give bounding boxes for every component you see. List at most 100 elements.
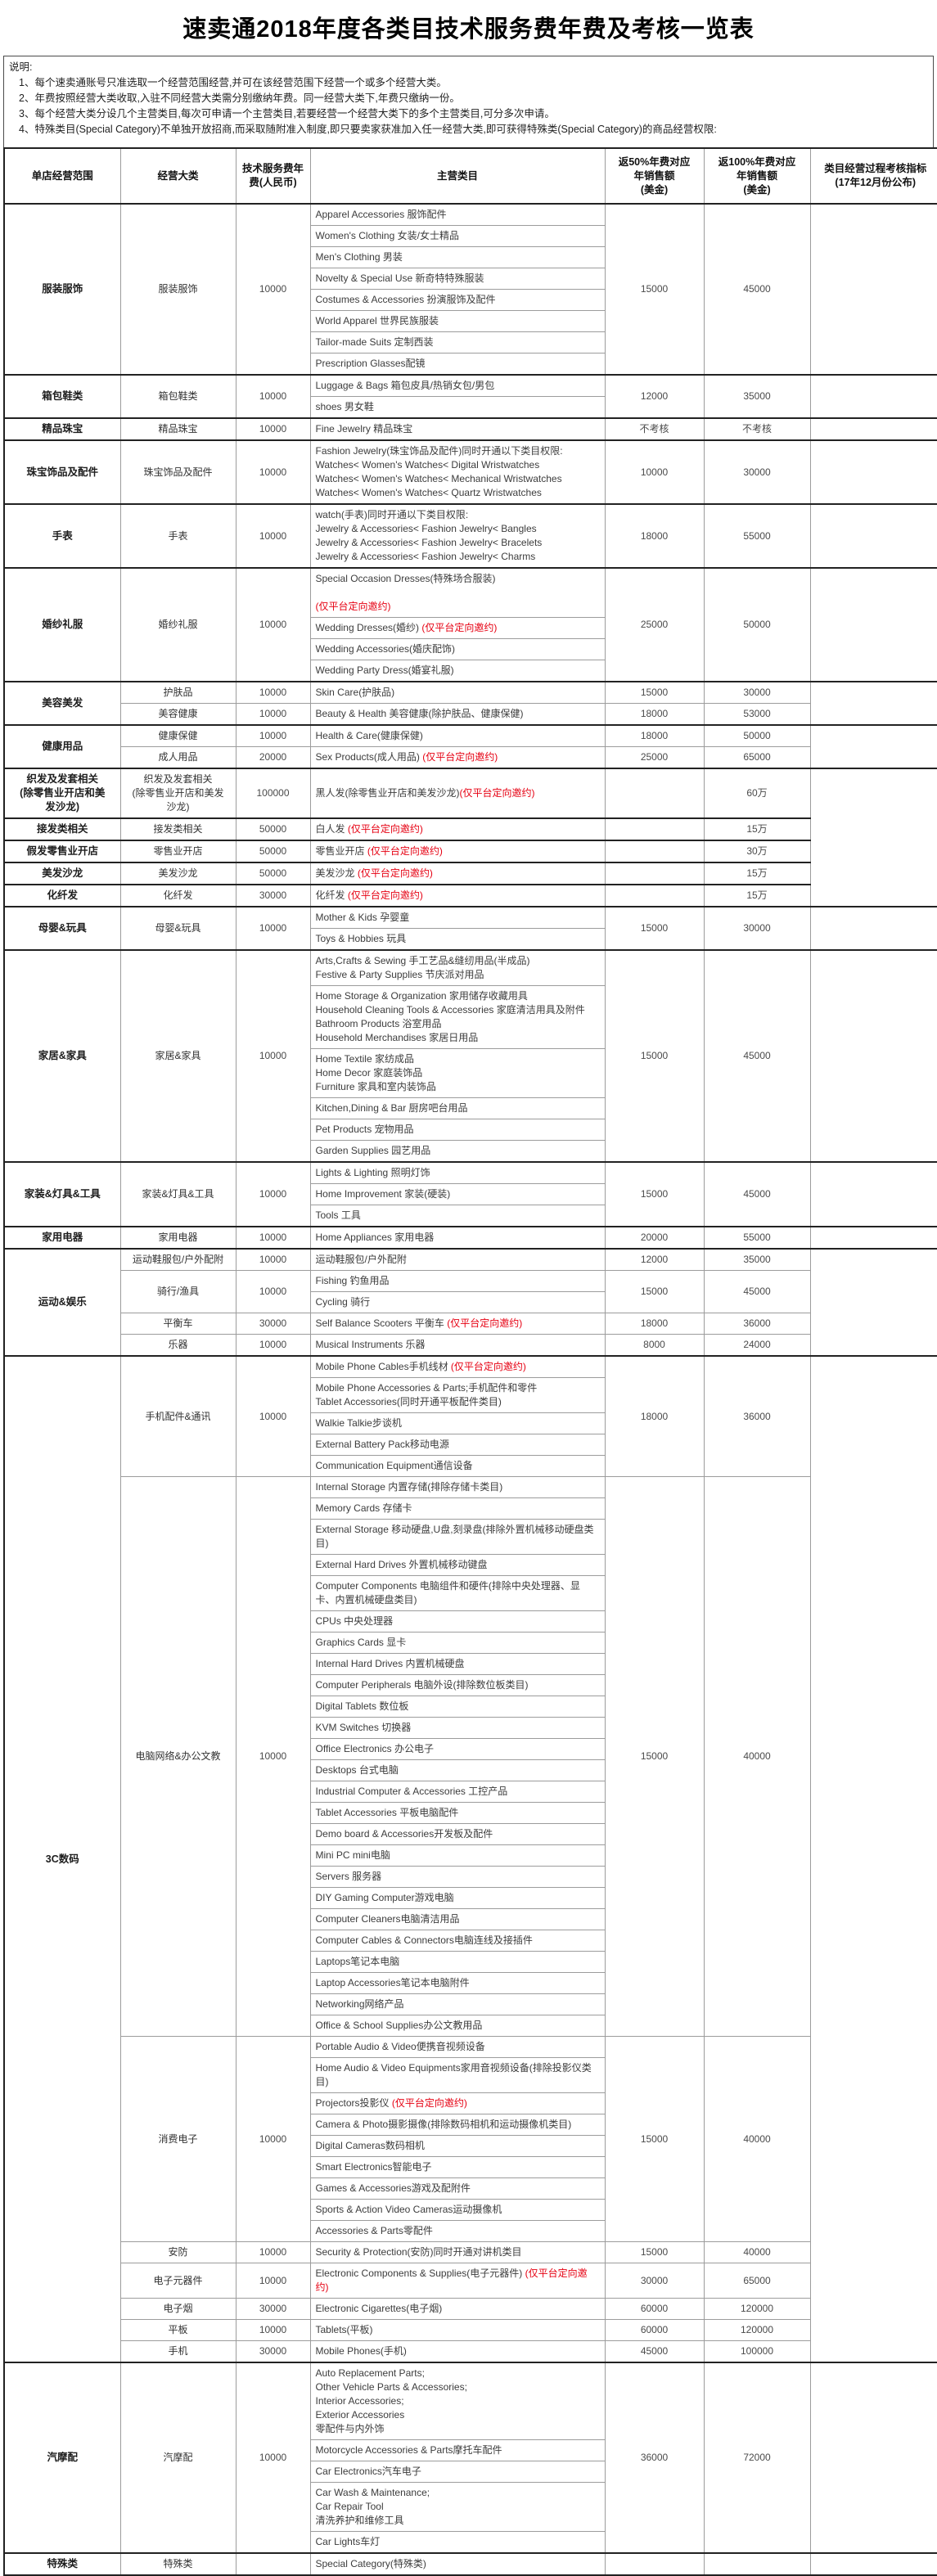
table-row: 乐器 10000 Musical Instruments 乐器 8000 24000 [4, 1334, 937, 1357]
fee-cell: 10000 [235, 681, 311, 704]
category-cell: Security & Protection(安防)同时开通对讲机类目 [309, 2241, 606, 2263]
category-text: Office Electronics 办公电子 [315, 1743, 434, 1754]
invite-only-note: (仅平台定向邀约) [447, 1317, 523, 1329]
category-text: External Battery Pack移动电源 [315, 1439, 449, 1450]
major-category-cell: 健康保健 [119, 724, 237, 747]
sale50-cell: 36000 [604, 2362, 705, 2554]
sale100-cell: 30000 [703, 681, 811, 704]
category-text: Car Wash & Maintenance; [315, 2487, 430, 2498]
category-cell: Communication Equipment通信设备 [309, 1455, 606, 1477]
category-cell: Digital Tablets 数位板 [309, 1696, 606, 1718]
category-text: Exterior Accessories [315, 2409, 405, 2421]
table-row: 健康用品 健康保健 10000 Health & Care(健康保健) 18000 500… [3, 724, 937, 769]
sale50-cell: 15000 [604, 2036, 705, 2242]
category-text: Tools 工具 [315, 1209, 361, 1221]
table-row: 特殊类 特殊类 Special Category(特殊类) [3, 2552, 937, 2576]
sale100-cell: 55000 [703, 1226, 811, 1250]
assessment-cell [809, 768, 937, 907]
fee-cell: 50000 [235, 840, 311, 863]
fee-cell: 10000 [235, 906, 311, 951]
range-cell: 3C数码 [3, 1355, 121, 2363]
category-text: Home Storage & Organization 家用储存收藏用具 [315, 990, 528, 1002]
category-cell: Home Appliances 家用电器 [309, 1226, 606, 1250]
category-text: Games & Accessories游戏及配附件 [315, 2182, 471, 2194]
category-text: Cycling 骑行 [315, 1296, 371, 1308]
major-category-cell: 母婴&玩具 [119, 906, 237, 951]
sale50-cell: 12000 [604, 1248, 705, 1271]
major-category-cell: 手表 [119, 503, 237, 569]
range-cell: 接发类相关 [3, 817, 121, 841]
category-text: Wedding Party Dress(婚宴礼服) [315, 664, 454, 676]
category-text: Arts,Crafts & Sewing 手工艺品&缝纫用品(半成品) [315, 955, 530, 966]
invite-only-note: (仅平台定向邀约) [367, 845, 443, 857]
table-row: Costumes & Accessories 扮演服饰及配件 [4, 289, 937, 311]
table-row: Garden Supplies 园艺用品 [4, 1140, 937, 1163]
category-text: Costumes & Accessories 扮演服饰及配件 [315, 294, 496, 305]
sale50-cell: 18000 [604, 724, 705, 747]
major-category-cell: 护肤品 [119, 681, 237, 704]
fee-cell: 10000 [235, 724, 311, 747]
major-category-cell: 乐器 [119, 1334, 237, 1357]
major-category-cell: 安防 [119, 2241, 237, 2263]
category-text: Household Cleaning Tools & Accessories 家… [315, 1004, 585, 1016]
sale100-cell: 55000 [703, 503, 811, 569]
major-category-cell: 化纤发 [119, 884, 237, 907]
range-cell: 家装&灯具&工具 [3, 1161, 121, 1227]
category-text: Toys & Hobbies 玩具 [315, 933, 407, 944]
category-text: Prescription Glasses配镜 [315, 358, 426, 369]
table-row: KVM Switches 切换器 [4, 1717, 937, 1739]
major-category-cell: 特殊类 [119, 2552, 237, 2576]
category-text: Walkie Talkie步谈机 [315, 1417, 402, 1429]
major-category-cell: 美发沙龙 [119, 862, 237, 885]
note-line: 3、每个经营大类分设几个主营类目,每次可申请一个主营类目,若要经营一个经营大类下… [19, 108, 555, 119]
category-text: Jewelry & Accessories< Fashion Jewelry< … [315, 523, 537, 534]
major-category-cell: 美容健康 [119, 703, 237, 726]
category-cell: Laptop Accessories笔记本电脑附件 [309, 1972, 606, 1994]
category-text: Digital Cameras数码相机 [315, 2140, 425, 2151]
category-cell: Walkie Talkie步谈机 [309, 1412, 606, 1434]
sale100-cell: 45000 [703, 949, 811, 1163]
category-text: Demo board & Accessories开发板及配件 [315, 1828, 493, 1840]
category-text: Computer Cleaners电脑清洁用品 [315, 1913, 460, 1925]
sale100-cell: 120000 [703, 2319, 811, 2341]
category-cell: Costumes & Accessories 扮演服饰及配件 [309, 289, 606, 311]
note-line: 1、每个速卖通账号只准选取一个经营范围经营,并可在该经营范围下经营一个或多个经营… [19, 77, 447, 88]
sale50-cell [604, 884, 705, 907]
category-cell: 零售业开店 (仅平台定向邀约) [309, 840, 606, 863]
fee-cell: 50000 [235, 817, 311, 841]
fee-cell: 10000 [235, 203, 311, 376]
category-cell: Home Storage & Organization 家用储存收藏用具 Hous… [309, 985, 606, 1049]
sale50-cell [604, 768, 705, 819]
category-text: Other Vehicle Parts & Accessories; [315, 2381, 467, 2393]
category-cell: Accessories & Parts零配件 [309, 2220, 606, 2242]
sale100-cell: 15万 [703, 884, 811, 907]
table-row: Digital Cameras数码相机 [4, 2135, 937, 2157]
category-text: Computer Peripherals 电脑外设(排除数位板类目) [315, 1679, 529, 1691]
table-row: External Hard Drives 外置机械移动键盘 [4, 1554, 937, 1576]
table-row: 汽摩配 汽摩配 10000 Auto Replacement Parts; Other … [3, 2362, 937, 2554]
category-cell: 运动鞋服包/户外配附 [309, 1248, 606, 1271]
major-category-cell: 电子烟 [119, 2298, 237, 2320]
table-row: Networking网络产品 [4, 1993, 937, 2015]
category-text: Jewelry & Accessories< Fashion Jewelry< … [315, 551, 536, 562]
category-cell: Car Electronics汽车电子 [309, 2461, 606, 2483]
category-cell: Projectors投影仪 (仅平台定向邀约) [309, 2092, 606, 2114]
table-row: Wedding Party Dress(婚宴礼服) [4, 660, 937, 682]
category-text: CPUs 中央处理器 [315, 1615, 394, 1627]
category-cell: Desktops 台式电脑 [309, 1759, 606, 1781]
category-text: Office & School Supplies办公文教用品 [315, 2020, 483, 2031]
sale50-cell [604, 840, 705, 863]
range-cell: 婚纱礼服 [3, 567, 121, 682]
category-text: Laptop Accessories笔记本电脑附件 [315, 1977, 470, 1988]
invite-only-note: (仅平台定向邀约) [421, 622, 498, 633]
table-row: Wedding Accessories(婚庆配饰) [4, 638, 937, 660]
table-row: 婚纱礼服 婚纱礼服 10000 Special Occasion Dresses(特殊… [3, 567, 937, 682]
sale50-cell: 15000 [604, 1476, 705, 2037]
category-cell: Toys & Hobbies 玩具 [309, 928, 606, 951]
category-cell: Arts,Crafts & Sewing 手工艺品&缝纫用品(半成品) Festi… [309, 949, 606, 986]
invite-only-note: (仅平台定向邀约) [347, 889, 423, 901]
assessment-cell [809, 1226, 937, 1250]
fee-cell: 10000 [235, 1355, 311, 1477]
sale50-cell: 8000 [604, 1334, 705, 1357]
fee-cell: 50000 [235, 862, 311, 885]
